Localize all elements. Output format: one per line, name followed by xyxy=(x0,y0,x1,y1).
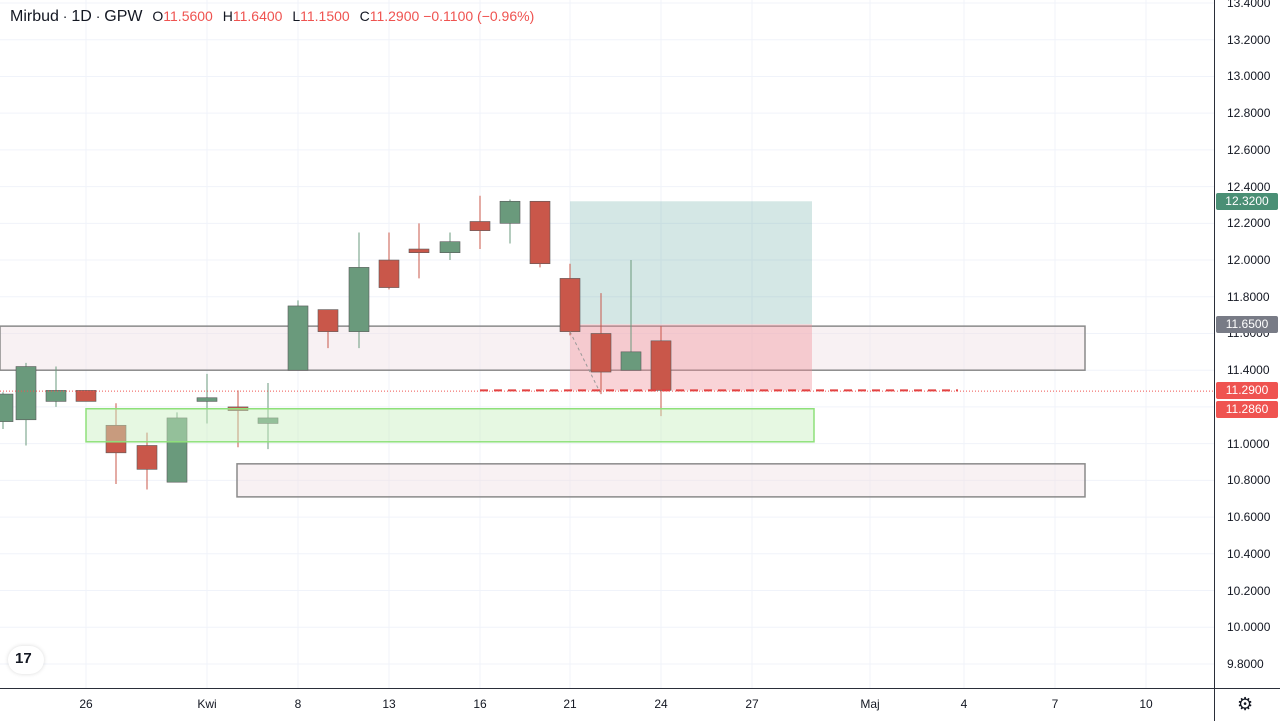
resistance-zone xyxy=(0,325,1086,371)
symbol-legend: Mirbud · 1D · GPW O11.5600 H11.6400 L11.… xyxy=(10,8,534,26)
settings-corner[interactable]: ⚙ xyxy=(1214,688,1280,721)
candle-body xyxy=(45,390,67,402)
candle-body xyxy=(348,267,370,332)
price-tick-label: 10.4000 xyxy=(1227,546,1271,561)
price-tick-label: 10.0000 xyxy=(1227,620,1271,635)
price-tag: 11.2860 xyxy=(1216,400,1278,418)
candle-body xyxy=(439,241,461,253)
price-tick-label: 11.0000 xyxy=(1227,436,1270,451)
low-value: 11.1500 xyxy=(300,8,350,24)
price-tick-label: 9.8000 xyxy=(1227,656,1264,671)
candle-body xyxy=(650,340,672,391)
change-value: −0.1100 (−0.96%) xyxy=(423,8,535,24)
tradingview-logo-icon[interactable]: 17 xyxy=(8,646,44,674)
price-tick-label: 12.6000 xyxy=(1227,142,1271,157)
high-value: 11.6400 xyxy=(232,8,283,24)
close-label: C xyxy=(359,8,370,24)
price-tick-label: 10.2000 xyxy=(1227,583,1271,598)
price-tag: 11.6500 xyxy=(1216,316,1278,334)
price-tick-label: 12.8000 xyxy=(1227,106,1271,121)
candle-body xyxy=(620,351,642,371)
high-label: H xyxy=(222,8,233,24)
price-axis[interactable]: 13.4000 13.2000 13.0000 12.8000 12.6000 12.40… xyxy=(1214,0,1280,688)
price-tick-label: 11.8000 xyxy=(1227,289,1270,304)
low-label: L xyxy=(292,8,301,24)
time-tick-label: 4 xyxy=(960,697,968,711)
target-zone xyxy=(570,201,812,325)
legend-separator: · xyxy=(62,8,68,24)
time-tick-label: 26 xyxy=(79,697,93,711)
price-tick-label: 10.6000 xyxy=(1227,510,1271,525)
time-tick-label: 27 xyxy=(745,697,759,711)
candle-body xyxy=(590,333,612,373)
price-tick-label: 13.2000 xyxy=(1227,32,1271,47)
candle-body xyxy=(136,445,158,470)
candle-body xyxy=(287,305,309,371)
price-tick-label: 12.2000 xyxy=(1227,216,1271,231)
price-tick-label: 13.4000 xyxy=(1227,0,1271,10)
candle-body xyxy=(15,366,37,421)
candle-body xyxy=(105,424,127,454)
candle-body xyxy=(317,309,339,332)
candle-body xyxy=(559,278,581,332)
time-tick-label: 24 xyxy=(654,697,668,711)
candle-body xyxy=(408,248,430,253)
exchange-label: GPW xyxy=(104,8,143,25)
price-tick-label: 12.4000 xyxy=(1227,179,1271,194)
time-tick-label: 21 xyxy=(563,697,577,711)
open-value: 11.5600 xyxy=(163,8,213,24)
gear-icon[interactable]: ⚙ xyxy=(1237,694,1254,714)
interval-label[interactable]: 1D xyxy=(71,8,92,25)
price-tick-label: 13.0000 xyxy=(1227,69,1271,84)
chart-area[interactable]: Mirbud · 1D · GPW O11.5600 H11.6400 L11.… xyxy=(0,0,1214,688)
close-value: 11.2900 xyxy=(369,8,420,24)
logo-text: 17 xyxy=(15,650,32,667)
time-tick-label: 8 xyxy=(294,697,302,711)
price-tick-label: 12.0000 xyxy=(1227,253,1271,268)
time-tick-label: 13 xyxy=(382,697,396,711)
trend-line xyxy=(569,331,601,393)
lower-zone xyxy=(236,463,1086,498)
candle-body xyxy=(529,200,551,265)
candle-body xyxy=(257,417,279,424)
time-tick-label: Maj xyxy=(860,697,880,711)
candle-body xyxy=(469,221,491,231)
candle-body xyxy=(0,393,14,422)
candle-body xyxy=(75,390,97,402)
price-tag: 12.3200 xyxy=(1216,193,1278,211)
symbol-name[interactable]: Mirbud xyxy=(10,8,59,25)
time-tick-label: 16 xyxy=(473,697,487,711)
price-tag: 11.2900 xyxy=(1216,382,1278,400)
time-axis[interactable]: 26 Kwi 8 13 16 21 24 27 Maj 4 7 10 xyxy=(0,688,1214,721)
candlestick-chart[interactable] xyxy=(0,0,1214,688)
candle-body xyxy=(166,417,188,483)
candle-body xyxy=(378,259,400,288)
time-tick-label: 7 xyxy=(1051,697,1059,711)
price-tick-label: 11.4000 xyxy=(1227,363,1270,378)
price-tick-label: 10.8000 xyxy=(1227,473,1271,488)
legend-separator: · xyxy=(95,8,101,24)
candle-body xyxy=(196,397,218,402)
time-tick-label: 10 xyxy=(1139,697,1153,711)
candle-body xyxy=(499,200,521,224)
support-zone xyxy=(85,408,815,443)
time-tick-label: Kwi xyxy=(197,697,217,711)
open-label: O xyxy=(152,8,164,24)
